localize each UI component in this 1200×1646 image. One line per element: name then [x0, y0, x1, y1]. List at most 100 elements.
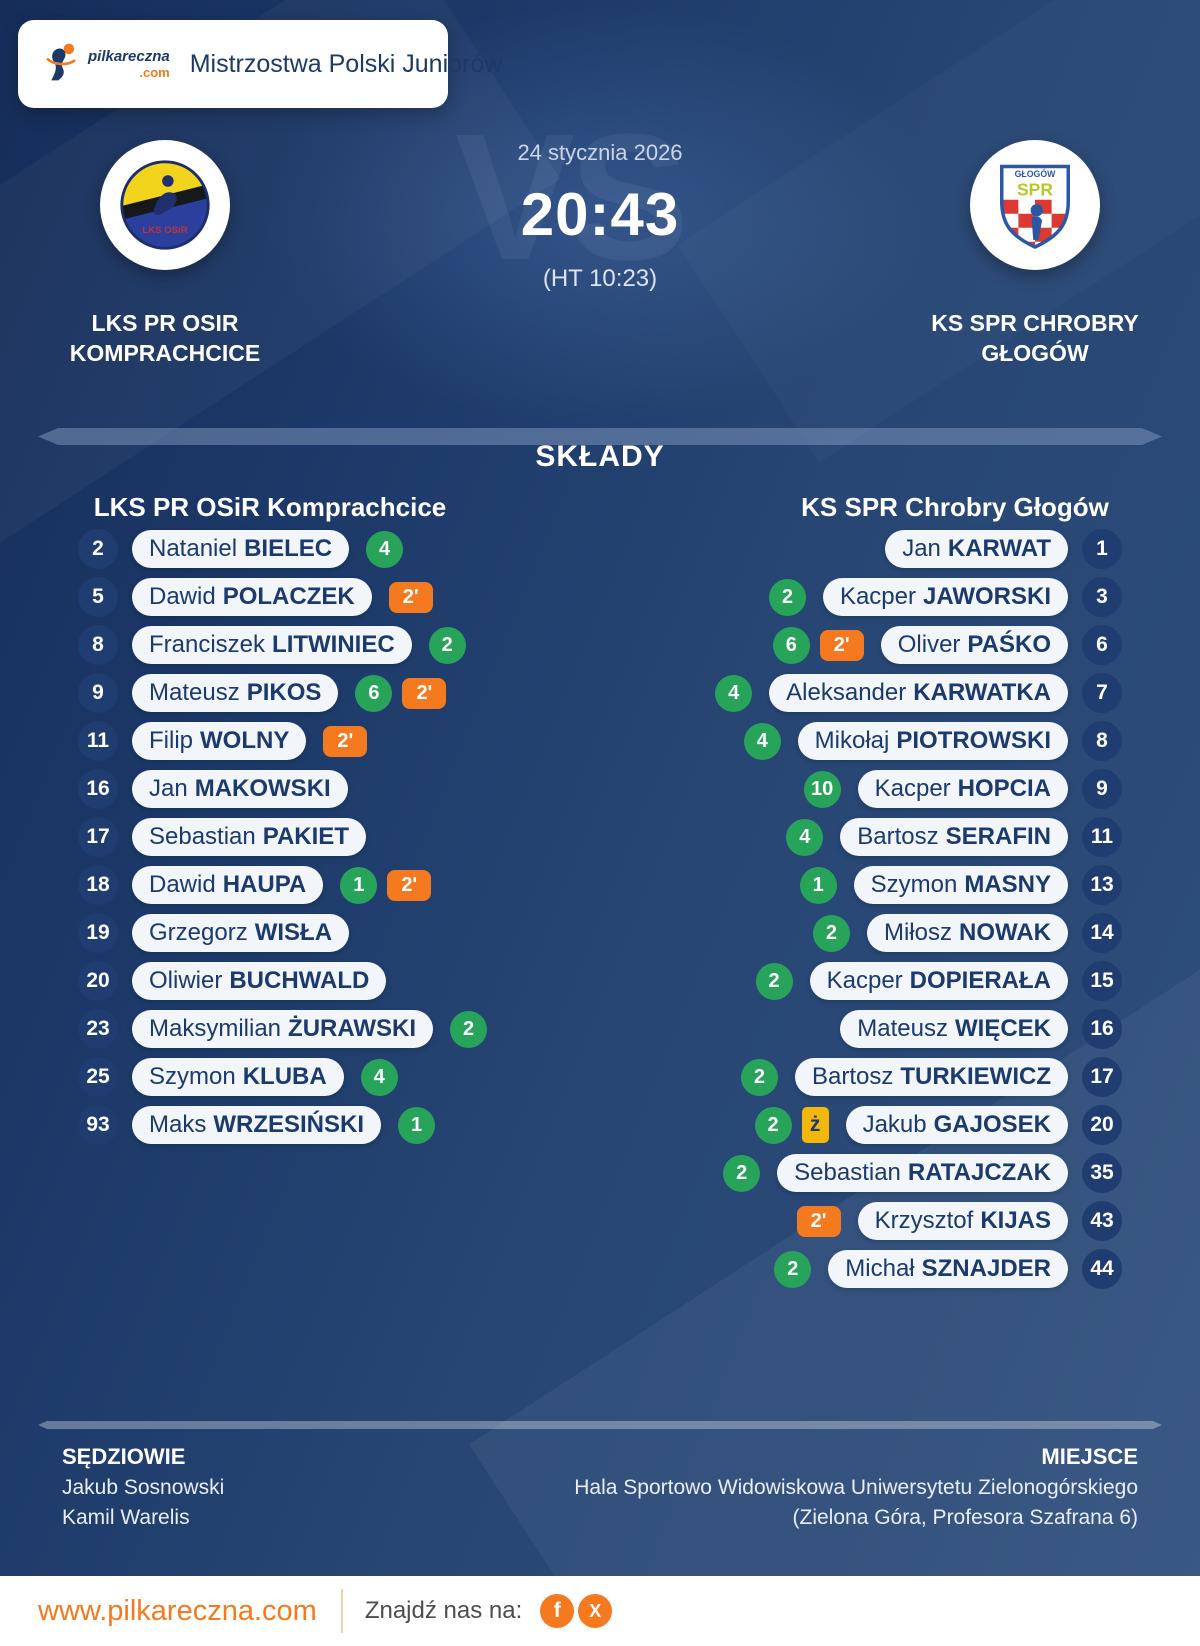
player-last-name: HAUPA	[222, 871, 307, 898]
player-last-name: BUCHWALD	[229, 967, 370, 994]
player-row: 4 Mikołaj PIOTROWSKI 8	[741, 721, 1122, 761]
player-badges: 6 2'	[772, 626, 864, 664]
match-center: 24 stycznia 2026 20:43 (HT 10:23)	[450, 140, 750, 293]
lks-osir-emblem: LKS OSiR	[120, 160, 210, 250]
player-number: 35	[1082, 1153, 1122, 1193]
player-last-name: JAWORSKI	[922, 583, 1051, 610]
player-row: 17 Sebastian PAKIET	[78, 817, 366, 857]
goals-badge: 2	[740, 1058, 778, 1096]
venue-line: Hala Sportowo Widowiskowa Uniwersytetu Z…	[574, 1476, 1138, 1499]
player-badges: 4	[366, 530, 404, 568]
player-first-name: Krzysztof	[874, 1207, 974, 1234]
player-first-name: Jan	[149, 775, 188, 802]
player-first-name: Jakub	[862, 1111, 927, 1138]
player-name-pill: Bartosz TURKIEWICZ	[794, 1058, 1068, 1096]
player-name-pill: Szymon KLUBA	[132, 1058, 344, 1096]
goals-badge: 4	[366, 530, 404, 568]
player-first-name: Jan	[902, 535, 941, 562]
player-row: 2 Michał SZNAJDER 44	[771, 1249, 1122, 1289]
player-number: 9	[78, 673, 118, 713]
svg-text:GŁOGÓW: GŁOGÓW	[1015, 168, 1057, 179]
handball-player-icon	[40, 41, 82, 88]
goals-badge: 10	[803, 770, 841, 808]
player-last-name: PAŚKO	[967, 631, 1051, 658]
player-last-name: DOPIERAŁA	[909, 967, 1051, 994]
player-first-name: Franciszek	[149, 631, 266, 658]
player-number: 18	[78, 865, 118, 905]
player-number: 7	[1082, 673, 1122, 713]
pilkareczna-logo: pilkareczna .com	[40, 41, 170, 88]
player-last-name: KARWATKA	[913, 679, 1051, 706]
player-row: 2 Bartosz TURKIEWICZ 17	[738, 1057, 1122, 1097]
player-row: 93 Maks WRZESIŃSKI 1	[78, 1105, 438, 1145]
player-badges: 2	[723, 1154, 761, 1192]
footer-divider	[38, 1421, 1162, 1429]
player-last-name: PAKIET	[262, 823, 349, 850]
player-last-name: BIELEC	[244, 535, 333, 562]
player-first-name: Michał	[845, 1255, 915, 1282]
player-badges: 6 2'	[355, 674, 447, 712]
vertical-divider	[340, 1589, 343, 1633]
player-number: 23	[78, 1009, 118, 1049]
player-first-name: Kacper	[826, 967, 903, 994]
player-badges: 4	[715, 674, 753, 712]
goals-badge: 4	[360, 1058, 398, 1096]
player-badges: 4	[743, 722, 781, 760]
player-badges: 1	[398, 1106, 436, 1144]
player-last-name: NOWAK	[959, 919, 1051, 946]
player-badges: 2	[768, 578, 806, 616]
player-name-pill: Mateusz WIĘCEK	[840, 1010, 1068, 1048]
header-card: pilkareczna .com Mistrzostwa Polski Juni…	[18, 20, 502, 108]
player-row: 2 ż Jakub GAJOSEK 20	[752, 1105, 1122, 1145]
player-number: 14	[1082, 913, 1122, 953]
player-name-pill: Filip WOLNY	[132, 722, 307, 760]
player-row: Mateusz WIĘCEK 16	[840, 1009, 1122, 1049]
player-name-pill: Oliver PAŚKO	[880, 626, 1068, 664]
player-row: Jan KARWAT 1	[885, 529, 1122, 569]
player-badges: 2	[428, 626, 466, 664]
player-last-name: MASNY	[964, 871, 1051, 898]
goals-badge: 1	[340, 866, 378, 904]
goals-badge: 2	[755, 962, 793, 1000]
player-number: 5	[78, 577, 118, 617]
player-number: 44	[1082, 1249, 1122, 1289]
player-last-name: PIKOS	[246, 679, 322, 706]
player-number: 3	[1082, 577, 1122, 617]
player-first-name: Bartosz	[857, 823, 939, 850]
player-row: 16 Jan MAKOWSKI	[78, 769, 348, 809]
x-twitter-icon[interactable]: X	[578, 1594, 613, 1628]
player-first-name: Mateusz	[857, 1015, 948, 1042]
player-last-name: SZNAJDER	[921, 1255, 1051, 1282]
player-badges: 4	[360, 1058, 398, 1096]
goals-badge: 2	[768, 578, 806, 616]
website-link[interactable]: www.pilkareczna.com	[38, 1594, 317, 1627]
lineups-title: SKŁADY	[535, 440, 665, 473]
venue-label: MIEJSCE	[1041, 1444, 1138, 1469]
player-last-name: KIJAS	[980, 1207, 1051, 1234]
player-number: 17	[78, 817, 118, 857]
player-first-name: Miłosz	[883, 919, 952, 946]
player-badges: 2	[774, 1250, 812, 1288]
player-last-name: KARWAT	[947, 535, 1051, 562]
player-first-name: Oliwier	[149, 967, 223, 994]
player-first-name: Bartosz	[811, 1063, 894, 1090]
match-score: 20:43	[520, 181, 680, 248]
goals-badge: 4	[715, 674, 753, 712]
player-last-name: SERAFIN	[945, 823, 1051, 850]
facebook-icon[interactable]: f	[540, 1594, 575, 1628]
player-number: 6	[1082, 625, 1122, 665]
away-team-name: KS SPR CHROBRY GŁOGÓW	[931, 310, 1139, 366]
player-number: 25	[78, 1057, 118, 1097]
player-badges: 2	[740, 1058, 778, 1096]
goals-badge: 2	[450, 1010, 488, 1048]
player-badges: 2'	[388, 581, 433, 613]
player-name-pill: Sebastian RATAJCZAK	[777, 1154, 1068, 1192]
player-row: 4 Aleksander KARWATKA 7	[712, 673, 1122, 713]
player-last-name: LITWINIEC	[272, 631, 395, 658]
two-minute-suspension-badge: 2'	[387, 869, 432, 901]
player-badges: 10	[803, 770, 841, 808]
player-name-pill: Michał SZNAJDER	[828, 1250, 1068, 1288]
player-row: 19 Grzegorz WISŁA	[78, 913, 350, 953]
player-first-name: Aleksander	[786, 679, 907, 706]
player-first-name: Sebastian	[149, 823, 256, 850]
